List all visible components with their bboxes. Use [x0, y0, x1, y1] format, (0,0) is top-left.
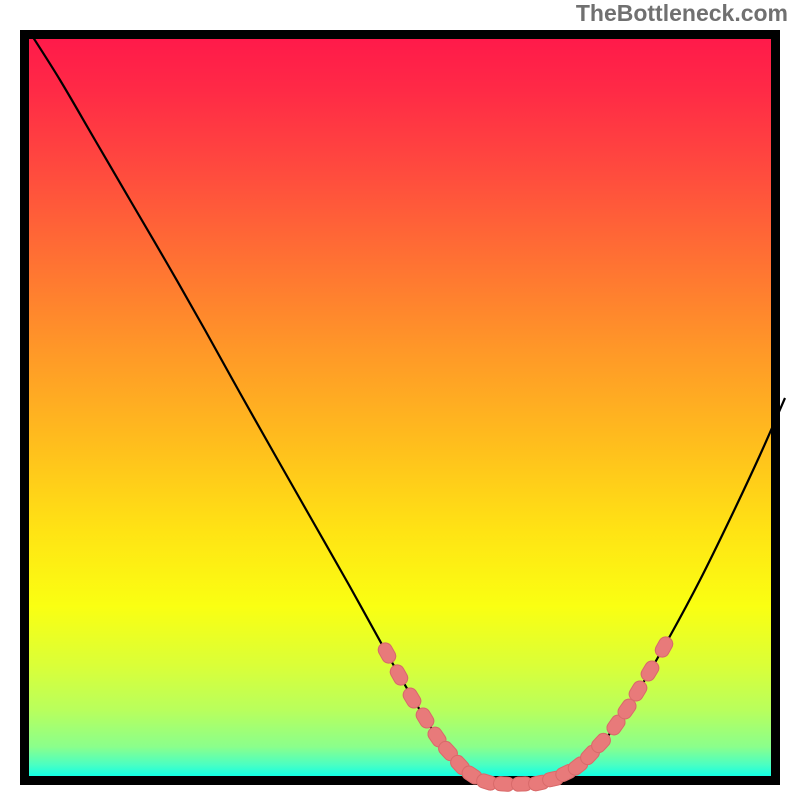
watermark-text: TheBottleneck.com [576, 0, 788, 27]
chart-frame: TheBottleneck.com [0, 0, 800, 800]
bottleneck-curve [29, 31, 785, 784]
